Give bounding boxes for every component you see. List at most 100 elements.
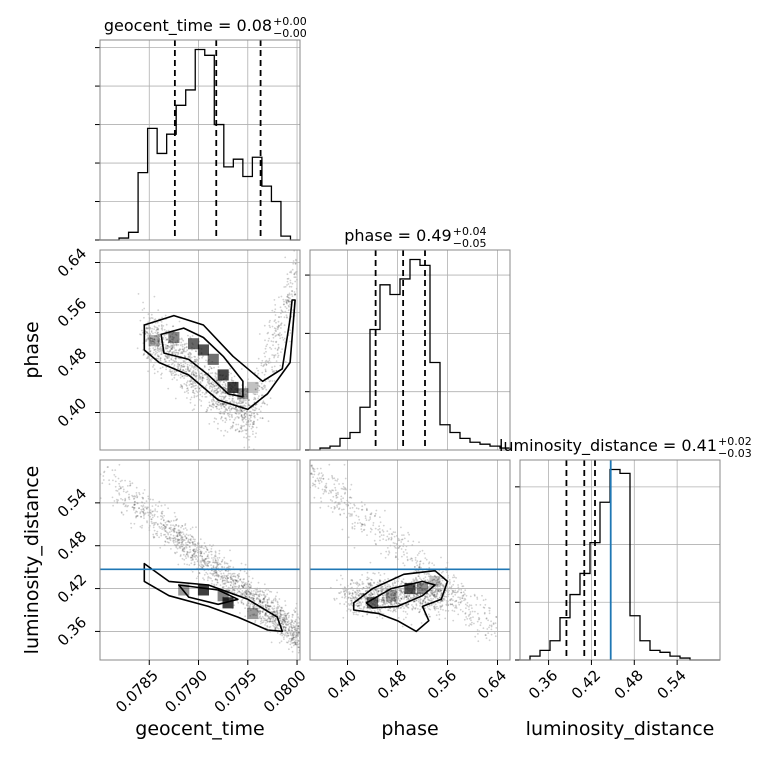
sample-point [294, 643, 296, 645]
sample-point [161, 372, 163, 375]
sample-point [424, 607, 426, 610]
sample-point [354, 521, 356, 524]
sample-point [330, 491, 332, 494]
sample-point [224, 384, 227, 386]
sample-point [264, 614, 266, 617]
sample-point [161, 327, 164, 329]
sample-point [180, 337, 183, 340]
sample-point [348, 591, 350, 593]
sample-point [199, 376, 202, 378]
sample-point [230, 576, 232, 579]
sample-point [284, 614, 287, 617]
sample-point [122, 513, 125, 516]
sample-point [484, 598, 487, 601]
sample-point [340, 591, 342, 593]
sample-point [282, 629, 285, 631]
sample-point [278, 334, 281, 337]
sample-point [225, 380, 228, 383]
sample-point [247, 601, 250, 603]
sample-point [311, 473, 314, 476]
sample-point [173, 531, 176, 533]
sample-point [240, 594, 243, 596]
hist-step-line [100, 48, 300, 241]
sample-point [191, 371, 193, 374]
sample-point [355, 597, 358, 600]
sample-point [413, 600, 416, 602]
sample-point [178, 348, 181, 350]
sample-point [310, 464, 313, 467]
sample-point [365, 595, 368, 598]
sample-point [403, 591, 405, 593]
sample-point [199, 538, 202, 541]
sample-point [174, 349, 177, 352]
sample-point [195, 376, 198, 378]
sample-point [322, 478, 325, 480]
sample-point [294, 620, 296, 623]
sample-point [172, 541, 175, 544]
sample-point [151, 337, 153, 340]
sample-point [101, 482, 104, 485]
sample-point [288, 305, 290, 308]
sample-point [442, 585, 445, 588]
sample-point [384, 589, 386, 591]
sample-point [243, 409, 246, 412]
sample-point [158, 333, 160, 336]
density-cell [217, 369, 229, 381]
sample-point [150, 360, 152, 362]
sample-point [176, 341, 179, 343]
sample-point [234, 408, 236, 410]
sample-point [139, 525, 142, 528]
sample-point [292, 634, 295, 637]
sample-point [433, 575, 436, 577]
sample-point [272, 618, 274, 621]
sample-point [281, 618, 284, 621]
sample-point [377, 591, 380, 593]
sample-point [204, 396, 207, 398]
sample-point [230, 581, 233, 583]
sample-point [266, 620, 269, 623]
sample-point [294, 280, 297, 283]
sample-point [440, 589, 443, 592]
sample-point [227, 572, 230, 575]
sample-point [173, 511, 176, 514]
sample-point [185, 557, 188, 559]
title-sup: +0.04 [453, 225, 487, 238]
sample-point [203, 547, 205, 550]
sample-point [294, 293, 296, 296]
sample-point [425, 582, 427, 585]
sample-point [227, 407, 230, 410]
sample-point [383, 601, 386, 604]
sample-point [239, 427, 242, 429]
sample-point [219, 403, 222, 406]
sample-point [156, 345, 158, 347]
sample-point [142, 511, 145, 514]
sample-point [263, 597, 265, 600]
sample-point [337, 493, 339, 495]
sample-point [395, 602, 398, 605]
sample-point [468, 624, 470, 627]
sample-point [238, 575, 240, 578]
sample-point [273, 620, 276, 623]
sample-point [422, 599, 425, 602]
sample-point [287, 629, 290, 632]
sample-point [239, 578, 242, 580]
sample-point [156, 331, 159, 334]
sample-point [463, 618, 466, 621]
sample-point [294, 271, 297, 274]
sample-point [338, 508, 340, 511]
sample-point [212, 574, 214, 577]
sample-point [297, 643, 299, 646]
sample-point [484, 634, 487, 636]
sample-point [285, 618, 287, 621]
sample-point [204, 560, 206, 562]
sample-point [297, 651, 300, 654]
sample-point [269, 326, 271, 329]
sample-point [195, 577, 198, 580]
sample-point [418, 566, 421, 569]
sample-point [336, 579, 338, 582]
sample-point [279, 619, 281, 621]
sample-point [237, 601, 240, 604]
sample-point [249, 592, 252, 594]
sample-point [172, 331, 175, 334]
sample-point [142, 504, 145, 507]
